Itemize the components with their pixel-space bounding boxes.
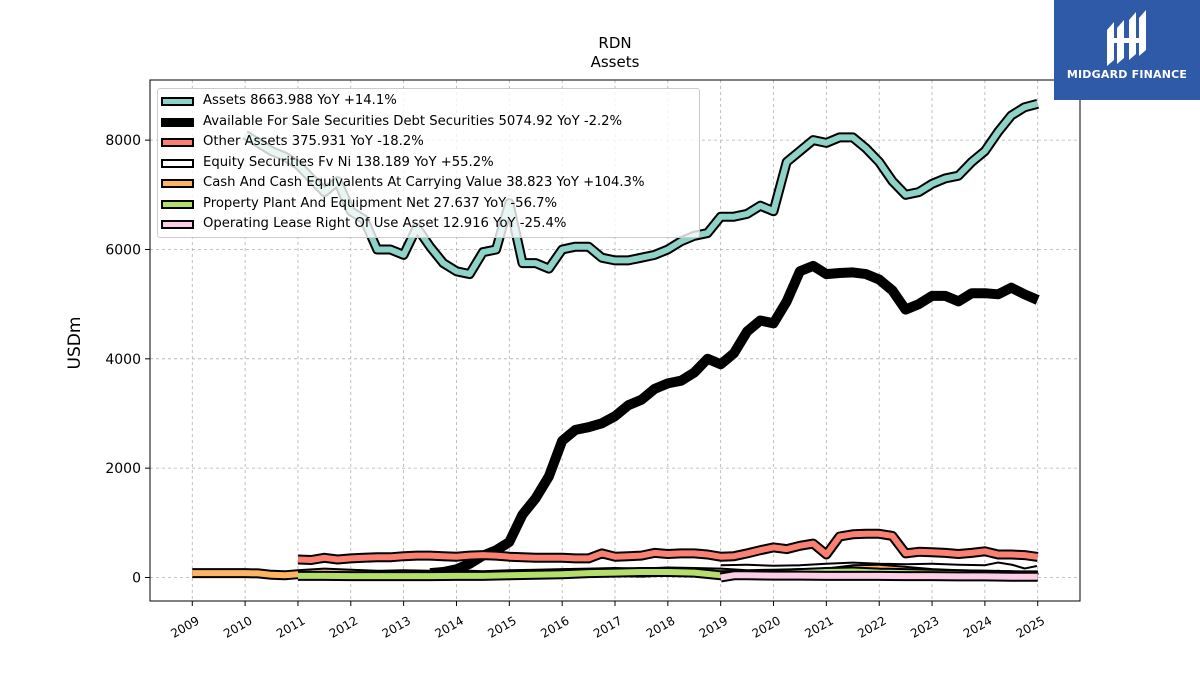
chart-subtitle: Assets [591, 53, 640, 71]
series-line-2 [297, 530, 1039, 563]
y-tick-label: 4000 [105, 352, 141, 368]
x-tick-label: 2015 [485, 613, 518, 640]
x-tick-label: 2009 [168, 613, 201, 640]
series-line-6 [720, 572, 1038, 581]
legend-swatch [161, 117, 194, 127]
x-tick-label: 2025 [1014, 613, 1047, 640]
x-tick-label: 2019 [697, 613, 730, 640]
x-tick-label: 2022 [855, 613, 888, 640]
brand-logo: MIDGARD FINANCE [1054, 0, 1200, 100]
legend-swatch [161, 158, 194, 168]
series-line-1 [429, 260, 1040, 579]
legend-label: Available For Sale Securities Debt Secur… [203, 113, 623, 129]
y-axis-label: USDm [65, 317, 85, 370]
legend-swatch [161, 138, 194, 147]
legend-swatch [161, 179, 194, 188]
x-tick-label: 2011 [274, 613, 307, 640]
x-tick-label: 2012 [327, 613, 360, 640]
legend: Assets 8663.988 YoY +14.1% Available For … [157, 88, 700, 238]
x-tick-label: 2020 [750, 613, 783, 640]
y-tick-label: 2000 [105, 461, 141, 477]
plot-frame [149, 79, 1081, 602]
series-layer [192, 98, 1040, 583]
series-line-0 [243, 100, 1039, 278]
y-tick-label: 8000 [105, 133, 141, 149]
x-tick-label: 2014 [433, 613, 466, 640]
x-tick-label: 2024 [961, 613, 994, 640]
x-tick-label: 2021 [802, 613, 835, 640]
legend-label: Assets 8663.988 YoY +14.1% [203, 93, 397, 108]
chart-title: RDN [598, 34, 631, 52]
legend-label: Operating Lease Right Of Use Asset 12.91… [203, 216, 567, 231]
brand-name: MIDGARD FINANCE [1066, 68, 1188, 81]
y-tick-label: 0 [132, 570, 141, 586]
x-tick-label: 2017 [591, 613, 624, 640]
legend-label: Other Assets 375.931 YoY -18.2% [203, 134, 424, 149]
legend-label: Cash And Cash Equivalents At Carrying Va… [203, 175, 645, 190]
x-tick-label: 2016 [538, 613, 571, 640]
legend-swatch [161, 220, 194, 229]
legend-swatch [161, 199, 194, 209]
legend-label: Property Plant And Equipment Net 27.637 … [203, 195, 558, 211]
brand-logo-icon [1107, 10, 1146, 66]
x-tick-label: 2013 [380, 613, 413, 640]
x-tick-label: 2018 [644, 613, 677, 640]
legend-label: Equity Securities Fv Ni 138.189 YoY +55.… [203, 154, 494, 170]
x-tick-label: 2023 [908, 613, 941, 640]
y-tick-label: 6000 [105, 242, 141, 258]
legend-swatch [161, 97, 194, 106]
x-tick-label: 2010 [221, 613, 254, 640]
